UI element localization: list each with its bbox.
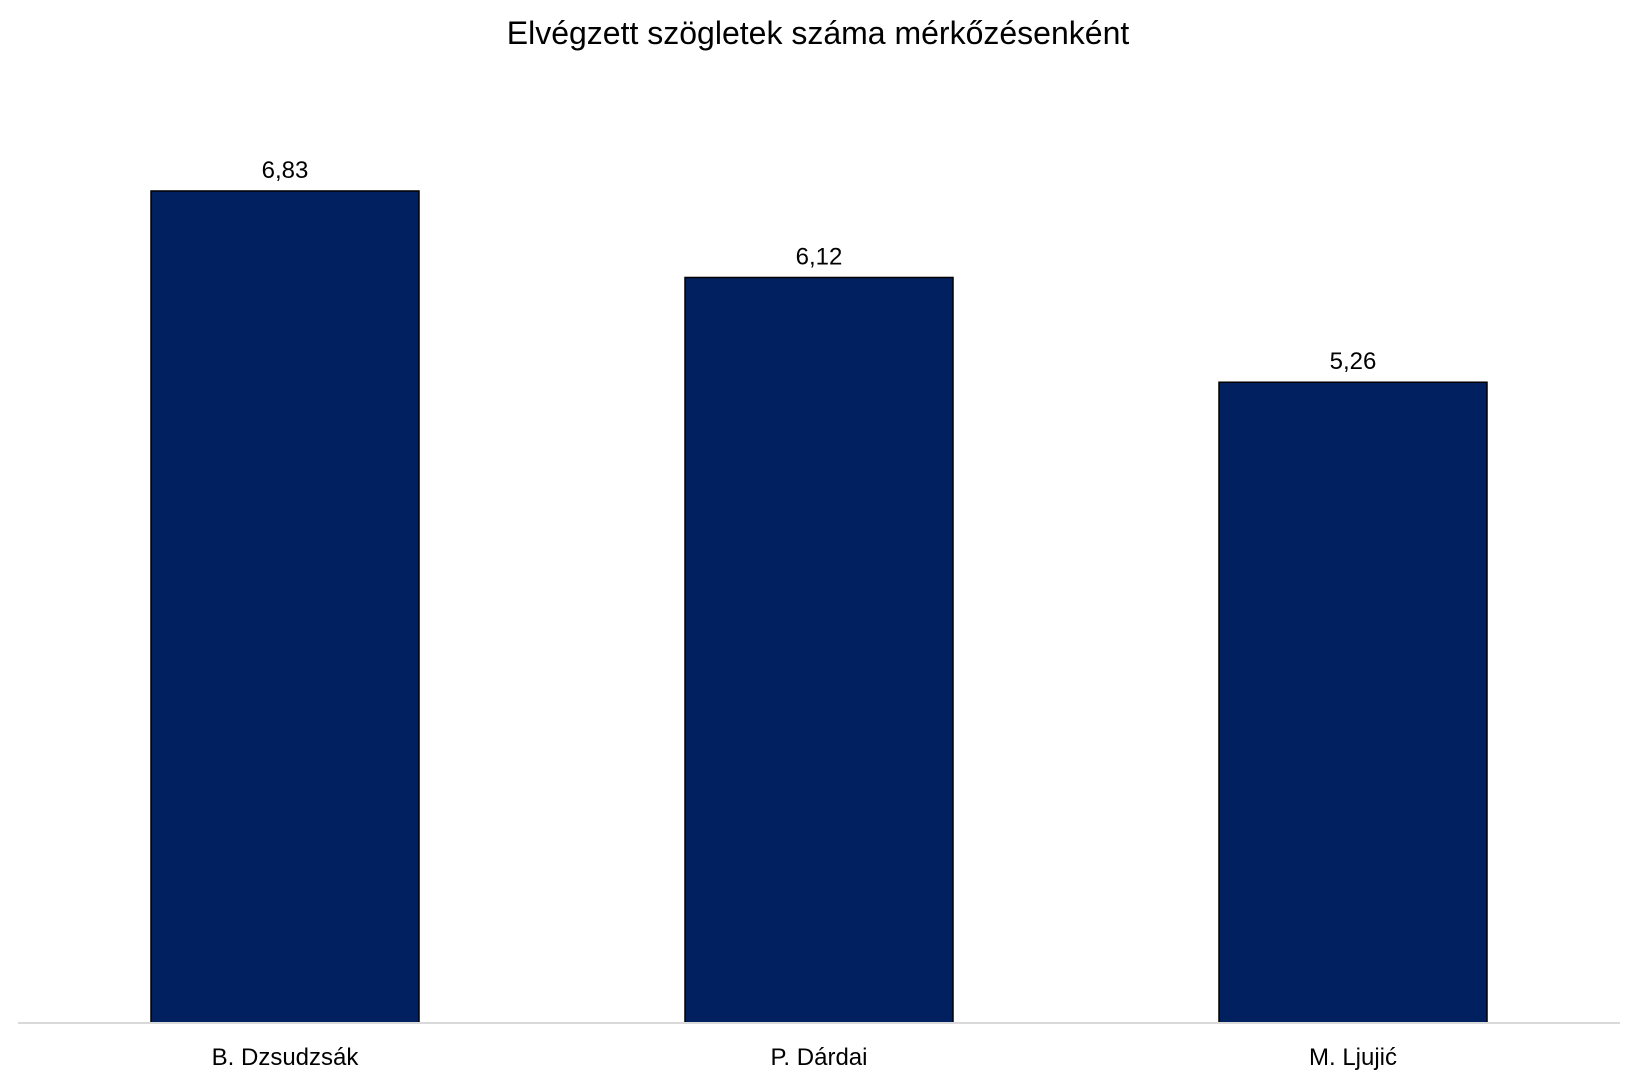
bar-0 bbox=[150, 190, 420, 1024]
data-label-0: 6,83 bbox=[262, 157, 309, 184]
x-tick-label-1: P. Dárdai bbox=[771, 1044, 868, 1071]
labels-layer: 6,83 6,12 5,26 bbox=[262, 157, 1377, 375]
chart-title: Elvégzett szögletek száma mérkőzésenként bbox=[507, 15, 1130, 51]
bar-2 bbox=[1218, 381, 1488, 1024]
x-tick-labels: B. Dzsudzsák P. Dárdai M. Ljujić bbox=[212, 1044, 1397, 1071]
x-tick-label-0: B. Dzsudzsák bbox=[212, 1044, 360, 1071]
bars-layer bbox=[150, 190, 1488, 1024]
x-tick-label-2: M. Ljujić bbox=[1309, 1044, 1397, 1071]
bar-1 bbox=[684, 276, 954, 1024]
data-label-1: 6,12 bbox=[796, 243, 843, 270]
data-label-2: 5,26 bbox=[1330, 348, 1377, 375]
